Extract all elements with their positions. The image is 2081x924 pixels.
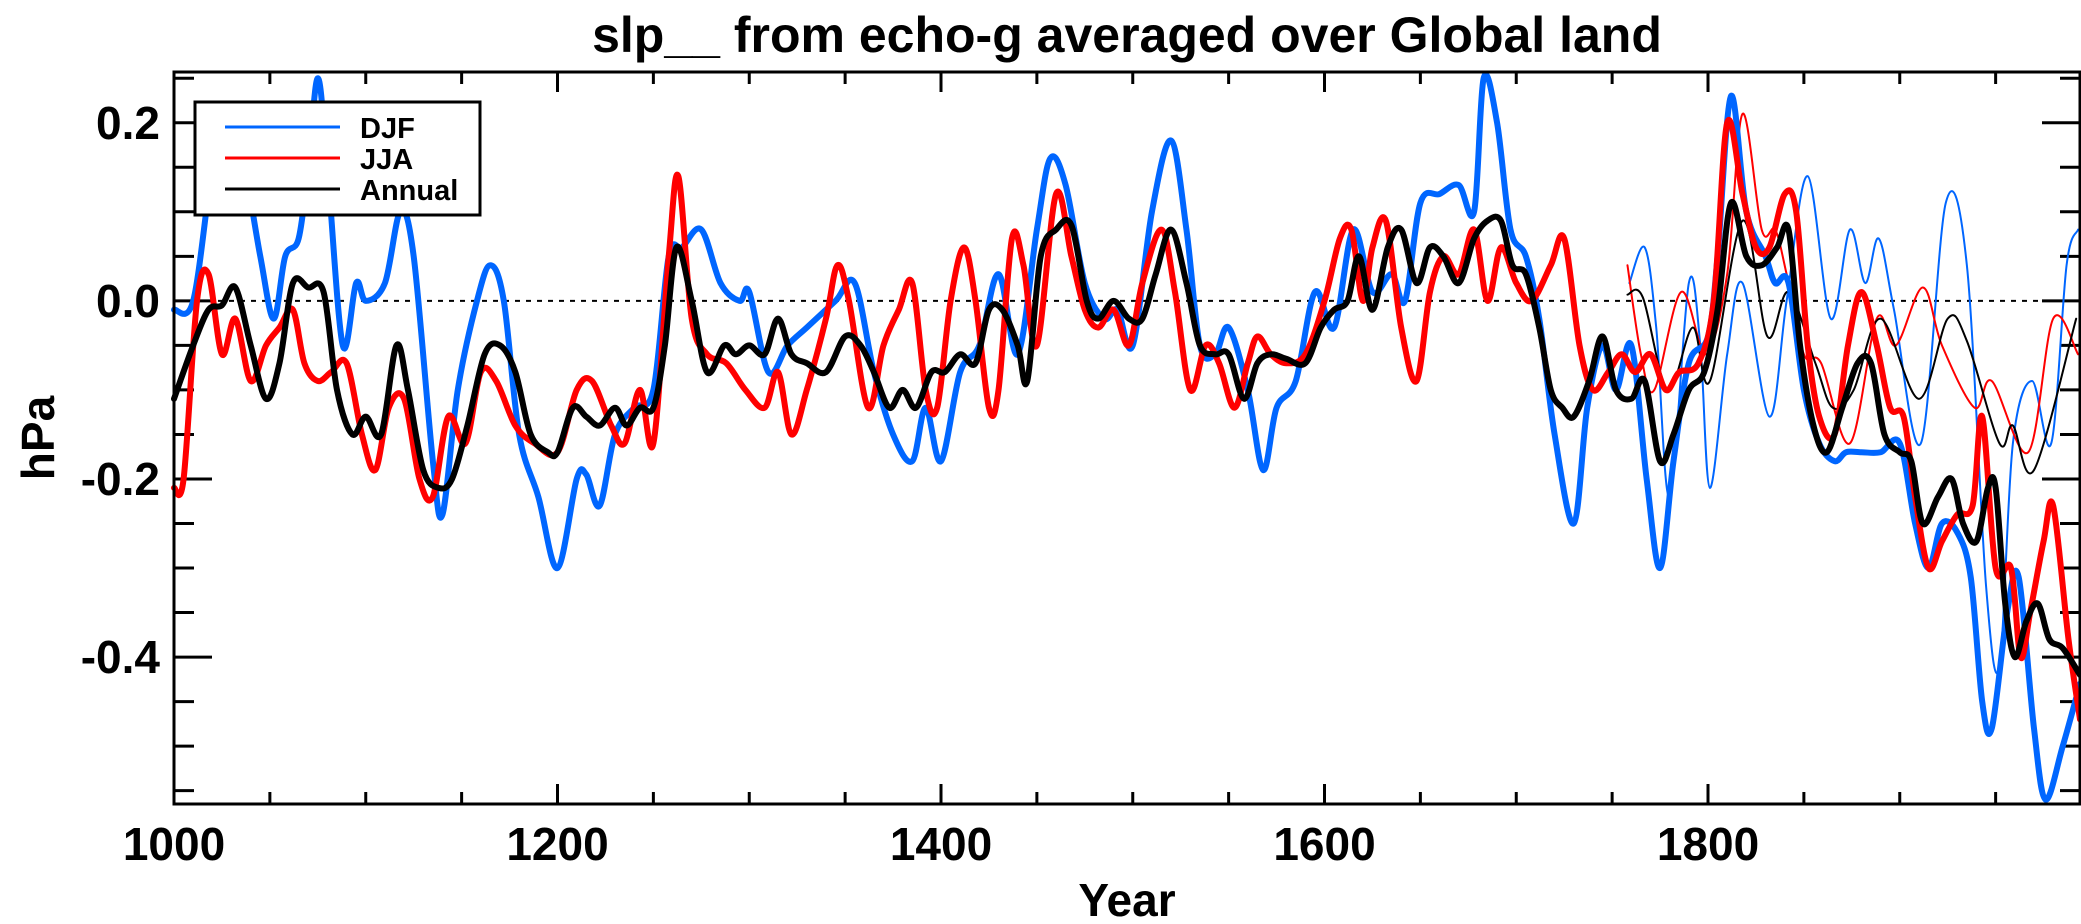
series-line-jja [171, 116, 2081, 723]
x-tick-label: 1000 [123, 818, 225, 870]
legend-label-annual: Annual [360, 175, 458, 207]
series-line-annual [171, 199, 2081, 678]
legend-label-djf: DJF [360, 113, 415, 145]
x-tick-label: 1400 [890, 818, 992, 870]
plot-frame [172, 70, 2081, 806]
chart-title: slp__ from echo-g averaged over Global l… [592, 7, 1662, 63]
y-tick-label: 0.2 [96, 97, 160, 149]
series-layer [171, 71, 2081, 803]
y-tick-label: -0.2 [81, 453, 160, 505]
y-axis-label: hPa [12, 395, 64, 480]
series-line-annual-thin [1626, 219, 2078, 475]
series-line-jja-thin [1626, 112, 2080, 455]
legend-label-jja: JJA [360, 144, 413, 176]
series-line-djf [171, 71, 2081, 803]
x-tick-label: 1200 [506, 818, 608, 870]
x-tick-label: 1600 [1273, 818, 1375, 870]
x-tick-label: 1800 [1657, 818, 1759, 870]
y-tick-label: -0.4 [81, 631, 161, 683]
legend: DJF JJA Annual [193, 100, 482, 217]
y-tick-label: 0.0 [96, 275, 160, 327]
x-axis-label: Year [1078, 874, 1175, 924]
